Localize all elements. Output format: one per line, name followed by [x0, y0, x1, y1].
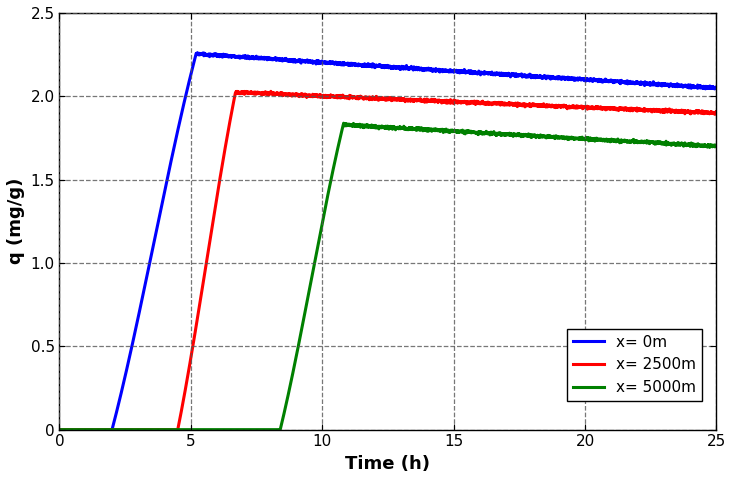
x= 0m [130, 332, 139, 338]
x= 5000m [629, 139, 638, 144]
x= 5000m [307, 276, 316, 282]
X-axis label: Time (h): Time (h) [345, 455, 430, 473]
x= 5000m [712, 144, 721, 149]
x= 5000m [336, 136, 345, 142]
x= 2500m [307, 94, 316, 99]
Line: x= 2500m: x= 2500m [59, 91, 716, 430]
x= 2500m [336, 93, 345, 98]
x= 0m [193, 50, 202, 56]
x= 0m [629, 79, 638, 85]
x= 2500m [55, 427, 64, 432]
Line: x= 5000m: x= 5000m [59, 123, 716, 430]
x= 0m [699, 84, 708, 89]
x= 2500m [267, 88, 276, 94]
x= 5000m [55, 427, 64, 432]
x= 2500m [169, 427, 178, 432]
x= 5000m [339, 120, 348, 126]
x= 0m [307, 59, 316, 65]
x= 0m [336, 60, 345, 66]
x= 0m [55, 427, 64, 432]
x= 2500m [130, 427, 139, 432]
x= 2500m [629, 108, 638, 113]
x= 0m [712, 85, 721, 91]
x= 5000m [699, 142, 708, 148]
Line: x= 0m: x= 0m [59, 53, 716, 430]
x= 5000m [169, 427, 178, 432]
x= 2500m [712, 109, 721, 115]
Y-axis label: q (mg/g): q (mg/g) [7, 178, 25, 264]
x= 2500m [699, 110, 708, 116]
x= 5000m [130, 427, 139, 432]
x= 0m [169, 147, 178, 153]
Legend: x= 0m, x= 2500m, x= 5000m: x= 0m, x= 2500m, x= 5000m [567, 329, 702, 401]
